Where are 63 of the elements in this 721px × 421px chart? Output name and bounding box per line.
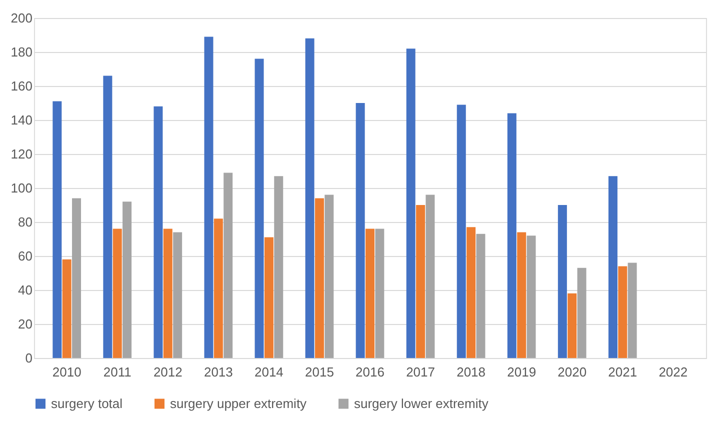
bar <box>214 218 223 358</box>
x-tick-label: 2021 <box>608 364 638 380</box>
y-tick-label: 20 <box>18 316 32 332</box>
x-tick-label: 2015 <box>305 364 334 380</box>
y-tick-label: 140 <box>10 112 32 128</box>
y-tick-label: 180 <box>10 44 32 60</box>
bar <box>426 194 435 358</box>
y-tick-label: 120 <box>10 146 32 162</box>
bar <box>324 194 334 358</box>
bar <box>72 198 82 358</box>
bar <box>628 262 637 358</box>
x-tick-label: 2010 <box>52 364 82 380</box>
y-tick-label: 80 <box>18 214 32 230</box>
bar <box>314 198 324 358</box>
y-tick-label: 60 <box>18 248 32 264</box>
y-tick-label: 100 <box>10 180 32 196</box>
bar <box>406 48 416 358</box>
bar <box>577 268 586 358</box>
x-tick-label: 2020 <box>558 364 587 380</box>
x-tick-label: 2012 <box>153 364 182 380</box>
x-tick-label: 2013 <box>204 364 233 380</box>
x-tick-label: 2018 <box>456 364 486 380</box>
bar <box>62 259 72 358</box>
legend-label: surgery upper extremity <box>170 396 308 411</box>
bar <box>163 228 172 358</box>
x-tick-label: 2011 <box>103 364 132 380</box>
x-tick-label: 2019 <box>507 364 536 380</box>
bar <box>305 38 314 358</box>
bar <box>254 58 264 358</box>
y-tick-label: 40 <box>18 282 32 298</box>
bar <box>507 113 516 358</box>
bar <box>375 228 384 358</box>
bar <box>204 36 214 358</box>
x-tick-label: 2016 <box>356 364 384 380</box>
y-tick-label: 0 <box>25 350 32 366</box>
bar <box>173 232 182 358</box>
legend-label: surgery lower extremity <box>354 396 489 411</box>
y-tick-label: 200 <box>10 10 32 26</box>
bar <box>456 104 466 358</box>
bar <box>224 172 233 358</box>
bar <box>517 232 526 358</box>
bar <box>274 176 284 358</box>
bar <box>103 76 112 358</box>
y-tick-label: 160 <box>10 78 32 94</box>
bar <box>366 228 374 358</box>
bar <box>568 293 577 358</box>
bar <box>476 234 486 358</box>
bar <box>264 237 274 358</box>
bar <box>608 176 618 358</box>
bar <box>618 266 628 358</box>
x-tick-label: 2017 <box>406 364 435 380</box>
legend-label: surgery total <box>51 396 123 411</box>
bar <box>466 227 476 358</box>
bar <box>52 101 62 358</box>
x-tick-label: 2014 <box>254 364 284 380</box>
bar <box>356 103 365 358</box>
bar <box>112 228 122 358</box>
bar <box>526 236 536 358</box>
bar <box>558 205 567 358</box>
x-tick-label: 2022 <box>658 364 688 380</box>
bar <box>416 205 426 358</box>
bar <box>154 106 163 358</box>
bar <box>122 202 132 358</box>
